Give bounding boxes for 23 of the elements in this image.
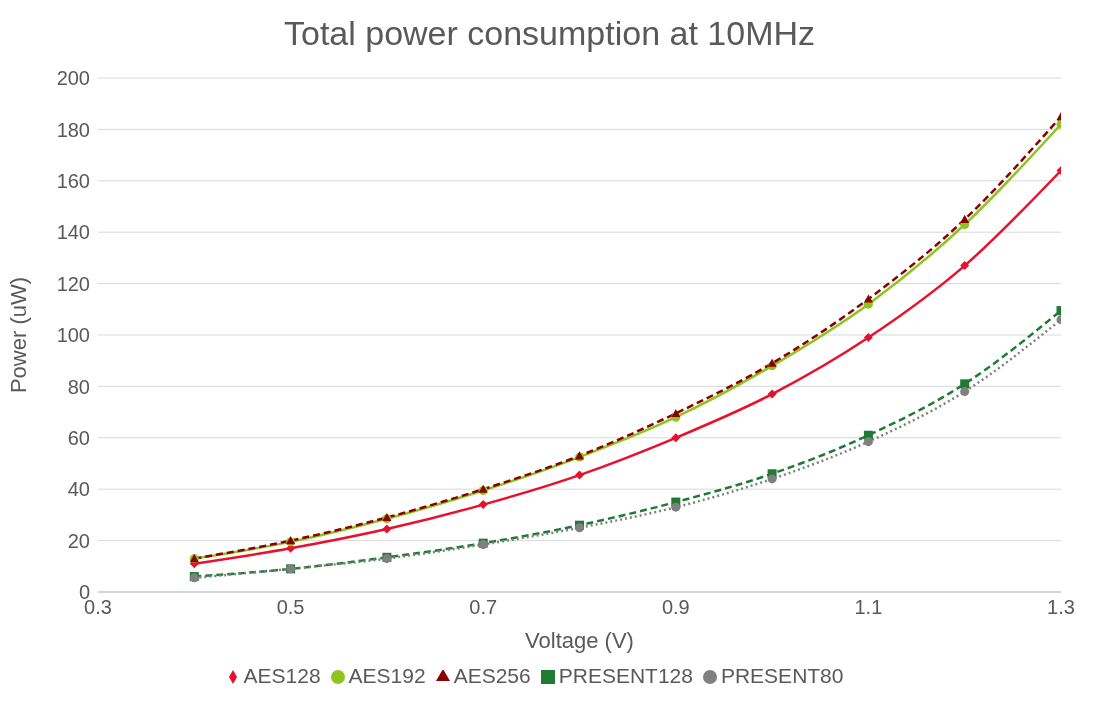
legend-label: AES192 <box>348 664 426 687</box>
y-axis-title: Power (uW) <box>5 276 31 394</box>
y-tick-label: 120 <box>56 272 90 295</box>
x-tick-label: 0.5 <box>276 596 305 619</box>
y-tick-label: 200 <box>56 67 90 90</box>
legend-label: PRESENT128 <box>558 664 693 687</box>
x-tick-label: 1.3 <box>1047 596 1075 619</box>
y-tick-label: 40 <box>67 478 90 501</box>
y-tick-label: 180 <box>56 118 90 141</box>
x-tick-label: 0.7 <box>469 596 498 619</box>
y-tick-label: 80 <box>67 375 90 398</box>
legend-label: PRESENT80 <box>720 664 844 687</box>
x-tick-label: 1.1 <box>854 596 883 619</box>
y-tick-label: 140 <box>56 221 90 244</box>
y-tick-label: 100 <box>56 324 90 347</box>
y-tick-label: 20 <box>67 529 90 552</box>
x-tick-label: 0.9 <box>661 596 690 619</box>
y-tick-label: 60 <box>67 426 90 449</box>
chart-title: Total power consumption at 10MHz <box>282 13 816 54</box>
y-tick-label: 160 <box>56 169 90 192</box>
x-axis-title: Voltage (V) <box>525 628 634 653</box>
legend-label: AES128 <box>243 664 321 687</box>
legend-label: AES256 <box>453 664 531 687</box>
